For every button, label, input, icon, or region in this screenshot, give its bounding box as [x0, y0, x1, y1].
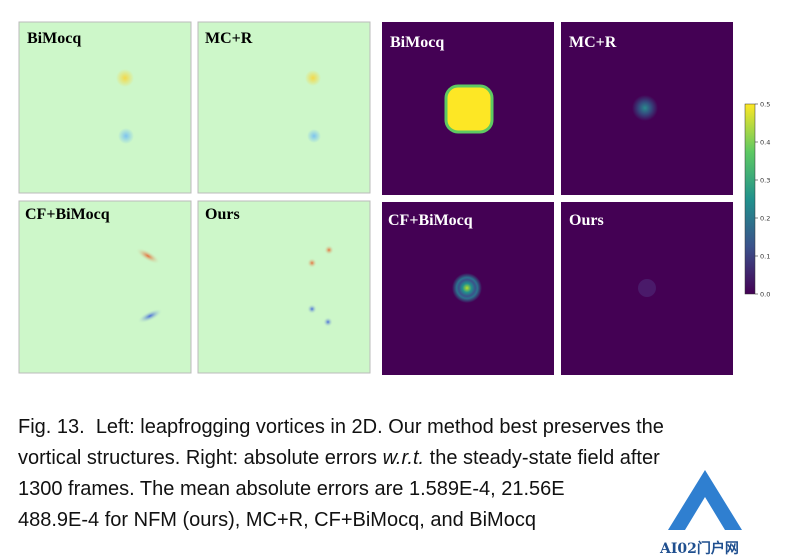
vortex: [116, 69, 134, 87]
panel: [18, 200, 192, 374]
vortex: [307, 258, 317, 268]
error-blob: [638, 279, 656, 297]
colorbar-tick-label: 0.3: [760, 177, 770, 185]
vortex: [307, 129, 321, 143]
colorbar-tick-label: 0.5: [760, 101, 770, 109]
figure: BiMocq MC+R CF+BiMocq Ours BiMocq MC+R C…: [18, 21, 770, 375]
panel: [197, 200, 371, 374]
vortex: [323, 317, 333, 327]
colorbar: [744, 103, 756, 295]
caption-text: w.r.t.: [382, 447, 425, 469]
colorbar-tick-label: 0.0: [760, 291, 770, 299]
panel-label: MC+R: [205, 30, 253, 47]
caption-text: vortical structures. Right: absolute err…: [18, 447, 383, 469]
colorbar-tick-label: 0.4: [760, 139, 770, 147]
caption-line: vortical structures. Right: absolute err…: [18, 443, 788, 474]
panel: [18, 21, 192, 194]
right-panels: [382, 22, 733, 375]
error-blob: [632, 95, 658, 121]
panel-label: BiMocq: [27, 30, 81, 47]
vortex: [118, 128, 134, 144]
left-panels: [18, 21, 371, 374]
vortex: [135, 247, 161, 265]
colorbar-tick-label: 0.2: [760, 215, 770, 223]
watermark: AI02门户网: [660, 541, 739, 557]
panel-label: MC+R: [569, 34, 617, 51]
colorbar-tick-label: 0.1: [760, 253, 770, 261]
panel-label: Ours: [205, 206, 240, 223]
vortex: [307, 304, 317, 314]
caption-text: the steady-state field after: [424, 447, 660, 469]
panel-label: Ours: [569, 212, 604, 229]
caption-line: Fig. 13. Left: leapfrogging vortices in …: [18, 412, 788, 443]
vortex: [324, 245, 334, 255]
panel-label: CF+BiMocq: [388, 212, 473, 229]
error-blob: [452, 273, 482, 303]
panel-label: CF+BiMocq: [25, 206, 110, 223]
caption-text: Fig. 13. Left: leapfrogging vortices in …: [18, 416, 664, 438]
panel-label: BiMocq: [390, 34, 444, 51]
caption-text: 1300 frames. The mean absolute errors ar…: [18, 478, 565, 500]
caption-text: 488.9E-4 for NFM (ours), MC+R, CF+BiMocq…: [18, 509, 536, 531]
panel: [197, 21, 371, 194]
error-blob: [444, 84, 494, 134]
vortex: [305, 70, 321, 86]
caption-line: 1300 frames. The mean absolute errors ar…: [18, 474, 788, 505]
caption: Fig. 13. Left: leapfrogging vortices in …: [18, 412, 788, 536]
vortex: [137, 308, 163, 324]
caption-line: 488.9E-4 for NFM (ours), MC+R, CF+BiMocq…: [18, 505, 788, 536]
